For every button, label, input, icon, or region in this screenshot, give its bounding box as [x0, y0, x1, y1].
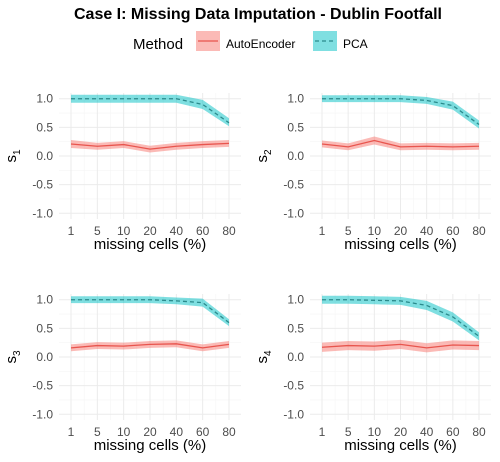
- y-axis-label-main: s: [254, 356, 271, 364]
- x-axis-label: missing cells (%): [344, 437, 457, 454]
- x-tick-label: 80: [472, 425, 486, 439]
- y-tick-label: 0.5: [36, 321, 53, 335]
- y-tick-label: 1.0: [36, 293, 53, 307]
- legend-label-pca: PCA: [343, 37, 368, 51]
- y-tick-label: 1.0: [287, 92, 304, 106]
- y-tick-label: 0.5: [287, 321, 304, 335]
- x-tick-label: 80: [222, 425, 236, 439]
- y-tick-label: -0.5: [283, 178, 304, 192]
- y-tick-label: -0.5: [32, 178, 53, 192]
- y-axis-label-main: s: [254, 155, 271, 163]
- y-axis-label-main: s: [3, 356, 20, 364]
- y-axis-label-subscript: 2: [263, 149, 274, 155]
- y-tick-label: 0.0: [36, 149, 53, 163]
- x-tick-label: 1: [68, 425, 75, 439]
- y-tick-label: 0.0: [36, 350, 53, 364]
- y-axis-label-main: s: [3, 155, 20, 163]
- y-axis-label: s1: [3, 149, 23, 163]
- x-axis-label: missing cells (%): [94, 236, 207, 253]
- legend: Method AutoEncoder PCA: [133, 31, 368, 53]
- x-tick-label: 80: [472, 224, 486, 238]
- y-tick-label: 0.5: [287, 120, 304, 134]
- y-tick-label: -0.5: [283, 379, 304, 393]
- y-axis-label: s3: [3, 350, 23, 364]
- x-axis-label: missing cells (%): [344, 236, 457, 253]
- y-tick-label: -1.0: [283, 407, 304, 421]
- y-axis-label: s2: [254, 149, 274, 163]
- y-tick-label: 1.0: [287, 293, 304, 307]
- y-tick-label: -1.0: [32, 407, 53, 421]
- y-tick-label: 0.5: [36, 120, 53, 134]
- x-tick-label: 1: [319, 224, 326, 238]
- legend-key-autoencoder: [196, 31, 220, 51]
- figure-title: Case I: Missing Data Imputation - Dublin…: [74, 6, 442, 23]
- y-axis-label-subscript: 3: [12, 350, 23, 356]
- x-tick-label: 1: [319, 425, 326, 439]
- y-tick-label: 0.0: [287, 350, 304, 364]
- y-axis-label-subscript: 1: [12, 149, 23, 155]
- legend-key-pca: [313, 31, 337, 51]
- y-tick-label: -0.5: [32, 379, 53, 393]
- y-tick-label: -1.0: [283, 206, 304, 220]
- x-tick-label: 1: [68, 224, 75, 238]
- y-tick-label: -1.0: [32, 206, 53, 220]
- x-tick-label: 80: [222, 224, 236, 238]
- y-axis-label: s4: [254, 350, 274, 364]
- x-axis-label: missing cells (%): [94, 437, 207, 454]
- legend-label-autoencoder: AutoEncoder: [226, 37, 295, 51]
- y-tick-label: 1.0: [36, 92, 53, 106]
- legend-title: Method: [133, 36, 183, 53]
- y-axis-label-subscript: 4: [263, 350, 274, 356]
- y-tick-label: 0.0: [287, 149, 304, 163]
